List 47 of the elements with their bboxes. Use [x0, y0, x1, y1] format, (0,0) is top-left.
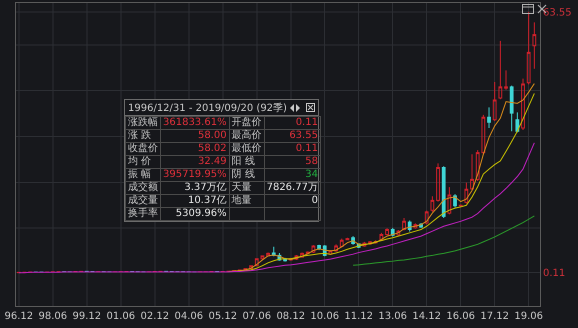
annotation: 收盘价 [126, 142, 160, 156]
x-tick-label: 13.06 [378, 311, 408, 322]
x-tick-label: 07.06 [242, 311, 272, 322]
annotation: 5309.96% [160, 208, 230, 220]
annotation: 3.37万亿 [160, 182, 230, 194]
annotation: 涨跌幅 [126, 116, 160, 130]
x-tick-label: 16.06 [446, 311, 476, 322]
annotation: 成交量 [126, 194, 160, 208]
annotation: 0.11 [264, 142, 320, 156]
annotation: 开盘价 [229, 116, 264, 130]
x-tick-label: 17.12 [480, 311, 509, 322]
annotation: 阳 线 [229, 156, 264, 168]
annotation: 阴 线 [229, 168, 264, 182]
annotation: 58.00 [160, 130, 230, 142]
x-tick-label: 96.12 [4, 311, 34, 322]
annotation: 7826.77万 [264, 182, 320, 194]
x-tick-label: 08.12 [276, 311, 306, 322]
annotation: 均 价 [126, 156, 160, 168]
annotation: 最低价 [229, 142, 264, 156]
x-tick-label: 05.12 [208, 311, 238, 322]
annotation: 361833.61% [160, 116, 230, 130]
annotation: 32.49 [160, 156, 230, 168]
annotation: 地量 [229, 194, 264, 208]
annotation: 10.37亿 [160, 194, 230, 208]
text: 1996/12/31 - 2019/09/20 (92季) [128, 102, 288, 114]
annotation: 34 [264, 168, 320, 182]
annotation: 63.55 [264, 130, 320, 142]
annotation: 0 [264, 194, 320, 208]
annotation: 振 幅 [126, 168, 160, 182]
x-tick-label: 98.06 [38, 311, 68, 322]
x-tick-label: 01.06 [106, 311, 136, 322]
x-tick-label: 19.06 [514, 311, 543, 322]
annotation: 成交额 [126, 182, 160, 194]
x-tick-label: 99.12 [72, 311, 102, 322]
x-tick-label: 11.12 [344, 311, 374, 322]
x-tick-label: 04.06 [174, 311, 204, 322]
annotation: 涨 跌 [126, 130, 160, 142]
annotation: 395719.95% [160, 168, 230, 182]
x-tick-label: 02.12 [140, 311, 170, 322]
annotation: 58.02 [160, 142, 230, 156]
x-tick-label: 10.06 [310, 311, 340, 322]
annotation: 最高价 [229, 130, 264, 142]
x-tick-label: 14.12 [412, 311, 442, 322]
annotation: 58 [264, 156, 320, 168]
annotation: 天量 [229, 182, 264, 194]
annotation: 0.11 [264, 116, 320, 130]
annotation: 换手率 [126, 208, 160, 220]
